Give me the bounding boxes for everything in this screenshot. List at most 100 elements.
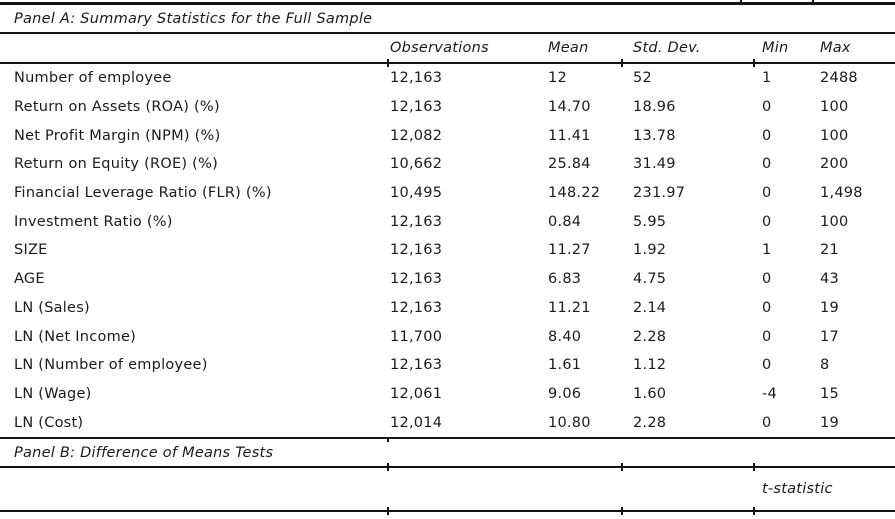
cell-border-tick: [621, 59, 623, 67]
table-row: LN (Wage) 12,061 9.06 1.60 -4 15: [0, 380, 895, 409]
row-max: 43: [820, 271, 839, 288]
row-mean: 11.41: [548, 127, 591, 144]
row-min: -4: [762, 385, 777, 402]
row-observations: 12,014: [390, 414, 443, 431]
row-std-dev: 13.78: [633, 127, 676, 144]
row-min: 1: [762, 242, 772, 259]
panel-b-title-underline: [0, 466, 895, 468]
column-header-mean: Mean: [548, 40, 589, 56]
panel-a-bottom-rule: [0, 437, 895, 439]
row-observations: 12,163: [390, 99, 443, 116]
row-label: SIZE: [14, 242, 48, 259]
row-min: 0: [762, 99, 772, 116]
row-mean: 12: [548, 70, 567, 87]
row-max: 200: [820, 156, 849, 173]
row-mean: 10.80: [548, 414, 591, 431]
row-mean: 14.70: [548, 99, 591, 116]
table-top-rule: [0, 2, 895, 5]
panel-a-title-underline: [0, 32, 895, 34]
row-min: 0: [762, 357, 772, 374]
row-std-dev: 1.12: [633, 357, 667, 374]
row-max: 19: [820, 299, 839, 316]
table-row: Investment Ratio (%) 12,163 0.84 5.95 0 …: [0, 207, 895, 236]
row-max: 15: [820, 385, 839, 402]
row-min: 0: [762, 156, 772, 173]
row-observations: 12,163: [390, 299, 443, 316]
row-observations: 10,495: [390, 185, 443, 202]
table-row: Return on Equity (ROE) (%) 10,662 25.84 …: [0, 150, 895, 179]
row-label: LN (Wage): [14, 385, 92, 402]
row-min: 0: [762, 328, 772, 345]
row-std-dev: 2.28: [633, 414, 667, 431]
row-max: 2488: [820, 70, 858, 87]
cell-border-tick: [387, 437, 389, 442]
row-mean: 11.21: [548, 299, 591, 316]
row-min: 1: [762, 70, 772, 87]
row-std-dev: 31.49: [633, 156, 676, 173]
table-row: Number of employee 12,163 12 52 1 2488: [0, 64, 895, 93]
table-row: LN (Number of employee) 12,163 1.61 1.12…: [0, 351, 895, 380]
table-row: LN (Net Income) 11,700 8.40 2.28 0 17: [0, 322, 895, 351]
row-observations: 10,662: [390, 156, 443, 173]
row-max: 100: [820, 99, 849, 116]
row-std-dev: 1.92: [633, 242, 667, 259]
row-mean: 1.61: [548, 357, 582, 374]
row-observations: 12,061: [390, 385, 443, 402]
cell-border-tick: [387, 507, 389, 515]
table-row: LN (Sales) 12,163 11.21 2.14 0 19: [0, 294, 895, 323]
column-header-observations: Observations: [390, 40, 489, 56]
table-bottom-rule: [0, 510, 895, 512]
column-header-max: Max: [820, 40, 851, 56]
column-header-std-dev: Std. Dev.: [633, 40, 701, 56]
cell-border-tick: [753, 507, 755, 515]
row-std-dev: 2.14: [633, 299, 667, 316]
row-mean: 9.06: [548, 385, 582, 402]
cell-border-tick: [387, 463, 389, 471]
panel-b-tstat-header: t-statistic: [762, 481, 833, 497]
row-label: LN (Net Income): [14, 328, 137, 345]
row-label: Number of employee: [14, 70, 172, 87]
row-std-dev: 18.96: [633, 99, 676, 116]
row-std-dev: 1.60: [633, 385, 667, 402]
row-label: Return on Assets (ROA) (%): [14, 99, 220, 116]
row-mean: 11.27: [548, 242, 591, 259]
cell-border-tick: [753, 463, 755, 471]
row-label: LN (Sales): [14, 299, 90, 316]
table-row: AGE 12,163 6.83 4.75 0 43: [0, 265, 895, 294]
panel-b-header-row: t-statistic: [0, 468, 895, 510]
row-observations: 12,163: [390, 213, 443, 230]
row-observations: 12,163: [390, 70, 443, 87]
row-mean: 25.84: [548, 156, 591, 173]
row-max: 8: [820, 357, 830, 374]
row-max: 1,498: [820, 185, 863, 202]
row-observations: 12,163: [390, 357, 443, 374]
row-observations: 12,082: [390, 127, 443, 144]
row-observations: 12,163: [390, 242, 443, 259]
row-label: AGE: [14, 271, 45, 288]
panel-b-title-text: Panel B: Difference of Means Tests: [14, 444, 274, 461]
cell-border-tick: [621, 463, 623, 471]
table-row: Return on Assets (ROA) (%) 12,163 14.70 …: [0, 93, 895, 122]
row-mean: 6.83: [548, 271, 582, 288]
row-min: 0: [762, 271, 772, 288]
panel-a-title: Panel A: Summary Statistics for the Full…: [0, 5, 895, 32]
row-max: 19: [820, 414, 839, 431]
row-std-dev: 2.28: [633, 328, 667, 345]
row-max: 100: [820, 127, 849, 144]
row-label: Investment Ratio (%): [14, 213, 173, 230]
row-max: 100: [820, 213, 849, 230]
table-row: SIZE 12,163 11.27 1.92 1 21: [0, 236, 895, 265]
row-std-dev: 52: [633, 70, 652, 87]
row-mean: 8.40: [548, 328, 582, 345]
row-min: 0: [762, 127, 772, 144]
row-label: Financial Leverage Ratio (FLR) (%): [14, 185, 272, 202]
row-label: LN (Cost): [14, 414, 84, 431]
panel-b-title: Panel B: Difference of Means Tests: [0, 439, 895, 466]
row-mean: 0.84: [548, 213, 582, 230]
row-label: Return on Equity (ROE) (%): [14, 156, 219, 173]
row-std-dev: 231.97: [633, 185, 686, 202]
row-label: LN (Number of employee): [14, 357, 208, 374]
row-observations: 12,163: [390, 271, 443, 288]
column-header-min: Min: [762, 40, 789, 56]
